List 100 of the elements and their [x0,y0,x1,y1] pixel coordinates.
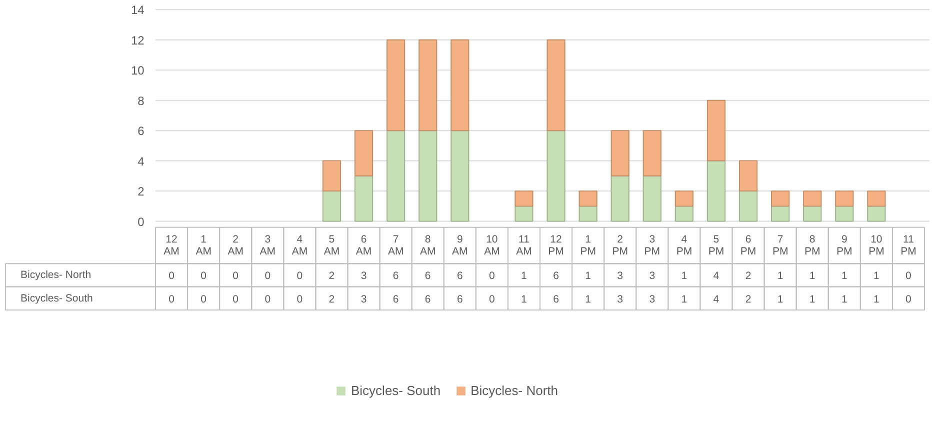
x-tick-label: 6 PM [740,233,756,258]
bar [642,130,662,176]
bar [835,190,854,207]
data-label: 4 [713,270,720,282]
bar [578,206,598,222]
bar [322,160,342,192]
data-label: 1 [777,270,784,282]
bar [674,206,694,222]
bar [771,206,790,222]
bar [546,130,566,222]
bar [706,160,726,222]
data-label: 6 [553,270,560,282]
data-label: 3 [649,293,656,306]
bar [706,100,726,162]
data-label: 1 [585,293,592,306]
x-tick-label: 6 AM [356,233,372,258]
data-label: 6 [392,270,399,282]
data-label: 2 [328,270,335,282]
bar [450,130,470,222]
bar [450,39,470,132]
bar [386,39,406,132]
bar [514,190,534,207]
text: Bicycles- North [20,269,92,282]
x-tick-label: 7 AM [388,233,404,258]
bar [418,130,438,222]
data-label: 1 [874,293,880,306]
data-label: 1 [874,270,880,282]
y-tick-label: 4 [138,154,145,168]
bar [738,190,758,222]
x-tick-label: 8 AM [420,233,436,258]
data-label: 0 [232,293,239,306]
x-tick-label: 11 AM [516,233,532,258]
x-tick-label: 3 PM [644,233,660,258]
bar [738,160,758,192]
y-tick-label: 10 [130,64,145,78]
data-label: 1 [585,270,592,282]
x-tick-label: 8 PM [804,233,820,258]
data-label: 6 [424,293,431,306]
bar [771,190,790,207]
data-label: 6 [456,270,463,282]
data-label: 1 [681,293,688,306]
data-label: 1 [841,293,848,306]
data-label: 1 [521,270,528,282]
data-label: 2 [745,270,752,282]
x-tick-label: 9 AM [452,233,468,258]
bar [642,175,662,222]
data-label: 6 [424,270,431,282]
data-label: 1 [809,270,816,282]
bar [546,39,566,132]
bar [514,206,534,222]
bar [803,206,822,222]
x-tick-label: 2 PM [612,233,628,258]
x-tick-label: 4 PM [676,233,692,258]
data-label: 0 [200,293,207,306]
x-tick-label: 4 AM [292,233,308,258]
data-label: 0 [906,293,912,306]
y-tick-label: 2 [138,184,145,199]
data-label: 1 [777,293,784,306]
data-label: 1 [681,270,688,282]
data-label: 1 [809,293,816,306]
data-label: 2 [328,293,335,306]
data-label: 1 [521,293,528,306]
x-tick-label: 10 AM [484,233,500,258]
bar [354,175,374,222]
data-label: 0 [200,270,207,282]
data-label: 0 [906,270,912,282]
data-label: 0 [296,270,303,282]
data-label: 0 [168,293,175,306]
x-tick-label: 9 PM [836,233,852,258]
bar [803,190,822,207]
data-label: 3 [617,293,624,306]
data-label: 0 [296,293,303,306]
y-tick-label: 8 [138,94,145,108]
x-tick-label: 2 AM [228,233,244,258]
x-tick-label: 12 PM [548,233,564,258]
data-label: 0 [489,270,496,282]
x-tick-label: 5 AM [324,233,340,258]
data-label: 3 [360,293,367,306]
data-label: 4 [713,293,720,306]
y-tick-label: 6 [138,124,145,138]
data-label: 0 [264,293,271,306]
data-label: 3 [360,270,367,282]
y-tick-label: 0 [138,214,145,229]
bar [578,190,598,207]
data-label: 1 [841,270,848,282]
x-tick-label: 7 PM [772,233,788,258]
y-tick-label: 14 [130,3,145,18]
bar [418,39,438,132]
data-label: 6 [392,293,399,306]
text: Bicycles- South [20,292,93,304]
y-tick-label: 12 [130,33,145,48]
bar [867,206,886,222]
x-tick-label: 12 AM [164,233,180,258]
legend-label: Bicycles- South [351,383,441,398]
bar [835,206,854,222]
legend-label: Bicycles- North [470,383,558,398]
x-tick-label: 5 PM [708,233,724,258]
data-label: 0 [489,293,496,306]
x-tick-label: 1 PM [580,233,596,258]
bar [674,190,694,207]
